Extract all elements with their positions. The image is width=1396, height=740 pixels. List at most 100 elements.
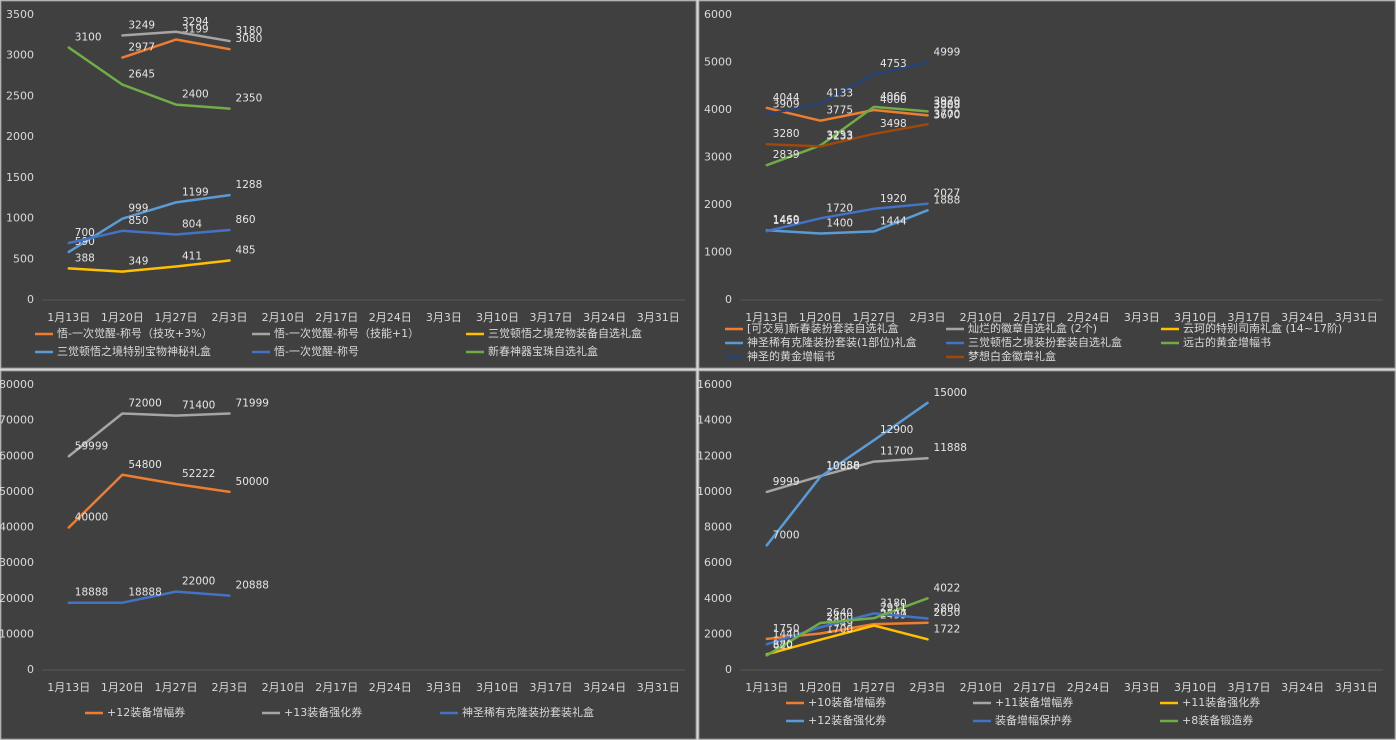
data-label: 3199 (182, 24, 209, 36)
y-tick-label: 3500 (6, 8, 34, 21)
y-tick-label: 40000 (0, 521, 34, 534)
data-label: 3670 (934, 110, 961, 122)
data-label: 10888 (826, 460, 859, 472)
y-tick-label: 6000 (704, 8, 732, 21)
legend-label: 悟-一次觉醒-称号（技能+1） (274, 326, 419, 340)
x-tick-label: 3月3日 (426, 681, 462, 694)
data-label: 2350 (236, 93, 263, 105)
x-tick-label: 2月17日 (315, 681, 358, 694)
data-label: 1288 (236, 179, 263, 191)
x-tick-label: 2月3日 (910, 311, 946, 324)
panel (698, 0, 1396, 369)
series-line (67, 193, 231, 254)
data-label: 4753 (880, 58, 907, 70)
series-line (765, 597, 929, 657)
y-tick-label: 2000 (6, 130, 34, 143)
y-tick-label: 0 (725, 663, 732, 676)
data-label: 3249 (128, 19, 155, 31)
legend-label: 神圣的黄金增幅书 (747, 349, 835, 363)
data-label: 388 (75, 252, 95, 264)
data-label: 2890 (934, 603, 961, 615)
series-line (765, 456, 929, 494)
series-line (765, 123, 929, 148)
data-label: 1720 (826, 202, 853, 214)
data-label: 54800 (128, 459, 161, 471)
data-label: 2650 (934, 607, 961, 619)
data-label: 1920 (880, 193, 907, 205)
data-label: 12900 (880, 424, 913, 436)
data-label: 3498 (880, 118, 907, 130)
data-label: 3700 (934, 108, 961, 120)
y-tick-label: 8000 (704, 521, 732, 534)
data-label: 3180 (880, 597, 907, 609)
x-tick-label: 3月10日 (476, 681, 519, 694)
y-tick-label: 0 (27, 663, 34, 676)
x-tick-label: 2月10日 (960, 311, 1003, 324)
legend-label: +11装备强化券 (1182, 695, 1260, 709)
data-label: 2977 (128, 42, 155, 54)
x-tick-label: 2月10日 (262, 311, 305, 324)
series-line (121, 38, 231, 59)
x-tick-label: 3月17日 (1228, 681, 1271, 694)
x-tick-label: 1月13日 (47, 311, 90, 324)
y-tick-label: 70000 (0, 414, 34, 427)
x-tick-label: 3月17日 (1228, 311, 1271, 324)
x-tick-label: 1月13日 (745, 311, 788, 324)
y-tick-label: 3000 (6, 49, 34, 62)
chart: 0 2000 4000 6000 8000 10000 12000 14000 16000 1月1… (697, 378, 1383, 727)
y-tick-label: 20000 (0, 592, 34, 605)
x-tick-label: 1月13日 (745, 681, 788, 694)
data-label: 18888 (75, 587, 108, 599)
x-tick-label: 3月31日 (1335, 311, 1378, 324)
y-tick-label: 80000 (0, 378, 34, 391)
data-label: 1700 (826, 624, 853, 636)
data-label: 71999 (236, 398, 269, 410)
data-label: 2645 (128, 69, 155, 81)
chart: 0 10000 20000 30000 40000 50000 60000 70000 8000… (0, 378, 685, 719)
x-tick-label: 1月20日 (101, 311, 144, 324)
x-tick-label: 3月10日 (476, 311, 519, 324)
x-tick-label: 3月31日 (637, 681, 680, 694)
y-tick-label: 500 (13, 252, 34, 265)
chart: 0 1000 2000 3000 4000 5000 6000 1月13日 1月20日 1月27日… (704, 8, 1383, 363)
x-tick-label: 2月10日 (960, 681, 1003, 694)
legend-label: 悟-一次觉醒-称号（技攻+3%） (57, 326, 213, 340)
data-label: 1750 (773, 623, 800, 635)
data-label: 1469 (773, 214, 800, 226)
y-tick-label: 4000 (704, 103, 732, 116)
x-tick-label: 2月24日 (1067, 681, 1110, 694)
legend-label: +8装备锻造券 (1182, 713, 1253, 727)
legend-label: 装备增幅保护券 (995, 713, 1072, 727)
legend-label: 三觉顿悟之境装扮套装自选礼盒 (968, 335, 1122, 349)
legend-label: 云珂的特别司南礼盒 (14~17阶) (1183, 321, 1342, 335)
series-line (67, 259, 231, 273)
x-tick-label: 2月17日 (1013, 681, 1056, 694)
y-tick-label: 2500 (6, 89, 34, 102)
data-label: 2027 (934, 188, 961, 200)
y-tick-label: 12000 (697, 449, 732, 462)
data-label: 700 (75, 227, 95, 239)
series-line (765, 61, 929, 116)
legend-label: +11装备增幅券 (995, 695, 1073, 709)
data-label: 3909 (934, 98, 961, 110)
y-tick-label: 14000 (697, 414, 732, 427)
data-label: 1400 (826, 218, 853, 230)
y-tick-label: 3000 (704, 151, 732, 164)
panel (0, 370, 697, 740)
series-line (67, 228, 231, 245)
x-tick-label: 3月24日 (583, 681, 626, 694)
x-tick-label: 3月10日 (1174, 311, 1217, 324)
x-tick-label: 2月24日 (1067, 311, 1110, 324)
data-label: 10850 (826, 461, 859, 473)
data-label: 3180 (236, 25, 263, 37)
data-label: 1199 (182, 186, 209, 198)
data-label: 7000 (773, 529, 800, 541)
x-tick-label: 3月10日 (1174, 681, 1217, 694)
y-tick-label: 4000 (704, 592, 732, 605)
x-tick-label: 2月24日 (369, 681, 412, 694)
legend-label: +13装备强化券 (284, 705, 362, 719)
data-label: 18888 (128, 587, 161, 599)
data-label: 3280 (773, 128, 800, 140)
data-label: 2400 (182, 89, 209, 101)
